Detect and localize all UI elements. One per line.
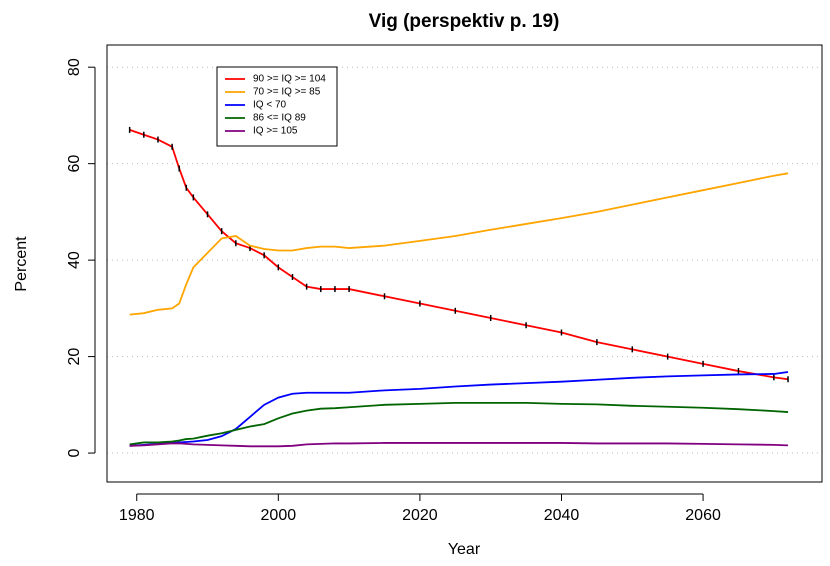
y-axis-label: Percent [13,236,30,292]
legend-box [216,66,338,147]
series-line [129,442,789,448]
chart-title: Vig (perspektiv p. 19) [369,11,560,32]
legend-label: 86 <= IQ 89 [253,113,306,124]
legend-label: 90 >= IQ >= 104 [253,74,326,85]
x-tick-label: 2040 [544,507,580,524]
series-line [129,129,789,381]
x-tick-label: 1980 [119,507,155,524]
series-line [129,172,789,316]
series-line [129,371,789,447]
legend-label: IQ >= 105 [253,126,298,137]
y-tick-label: 20 [66,348,83,366]
x-tick-label: 2020 [402,507,438,524]
y-tick-label: 80 [66,58,83,76]
y-tick-label: 0 [66,449,83,458]
series-line [129,401,789,446]
x-tick-label: 2000 [261,507,297,524]
y-tick-label: 40 [66,251,83,269]
legend-label: 70 >= IQ >= 85 [253,87,321,98]
plot-frame [106,44,823,483]
legend-label: IQ < 70 [253,100,287,111]
x-tick-label: 2060 [685,507,721,524]
y-tick-label: 60 [66,155,83,173]
legend: 90 >= IQ >= 104 70 >= IQ >= 85 IQ < 70 86 <… [216,66,338,147]
x-axis-label: Year [448,541,481,558]
